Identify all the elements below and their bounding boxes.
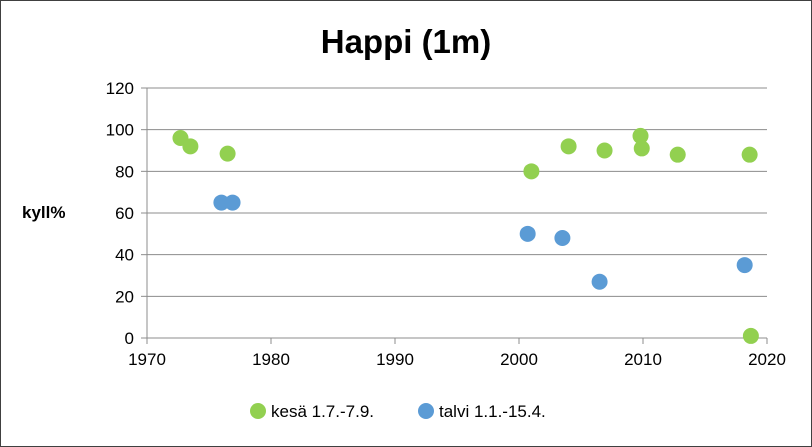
x-tick-label: 1980 [252, 350, 290, 369]
legend-marker-series-2 [418, 403, 434, 419]
y-tick-label: 60 [115, 204, 134, 223]
data-point-series-1 [219, 145, 236, 162]
y-axis-label: kyll% [22, 203, 65, 222]
data-point-series-1 [523, 163, 540, 180]
legend: kesä 1.7.-7.9. talvi 1.1.-15.4. [250, 402, 546, 421]
data-point-series-1 [633, 140, 650, 157]
data-point-series-2 [519, 225, 536, 242]
data-point-series-1 [742, 327, 759, 344]
x-tick-label: 1990 [376, 350, 414, 369]
y-tick-labels: 0 20 40 60 80 100 120 [106, 79, 134, 348]
axes [141, 87, 768, 344]
data-point-series-1 [632, 127, 649, 144]
gridlines [147, 87, 767, 297]
data-point-series-1 [741, 146, 758, 163]
data-point-series-2 [736, 257, 753, 274]
x-tick-labels: 1970 1980 1990 2000 2010 2020 [128, 350, 786, 369]
data-point-series-2 [591, 273, 608, 290]
x-tick-label: 2020 [748, 350, 786, 369]
y-tick-label: 0 [125, 329, 134, 348]
chart-title: Happi (1m) [321, 23, 492, 60]
y-tick-label: 120 [106, 79, 134, 98]
y-tick-label: 40 [115, 246, 134, 265]
y-tick-label: 100 [106, 121, 134, 140]
data-point-series-1 [560, 138, 577, 155]
data-point-series-1 [669, 146, 686, 163]
data-point-series-2 [554, 230, 571, 246]
data-point-series-1 [596, 142, 613, 159]
data-point-series-2 [224, 194, 241, 211]
x-tick-label: 2000 [500, 350, 538, 369]
y-tick-label: 20 [115, 287, 134, 306]
legend-label-series-2: talvi 1.1.-15.4. [439, 402, 546, 421]
x-tick-label: 2010 [624, 350, 662, 369]
data-point-series-2 [213, 194, 230, 211]
x-tick-label: 1970 [128, 350, 166, 369]
y-tick-label: 80 [115, 162, 134, 181]
legend-label-series-1: kesä 1.7.-7.9. [271, 402, 374, 421]
data-point-series-1 [182, 138, 199, 155]
data-points [172, 127, 759, 344]
legend-marker-series-1 [250, 403, 266, 419]
